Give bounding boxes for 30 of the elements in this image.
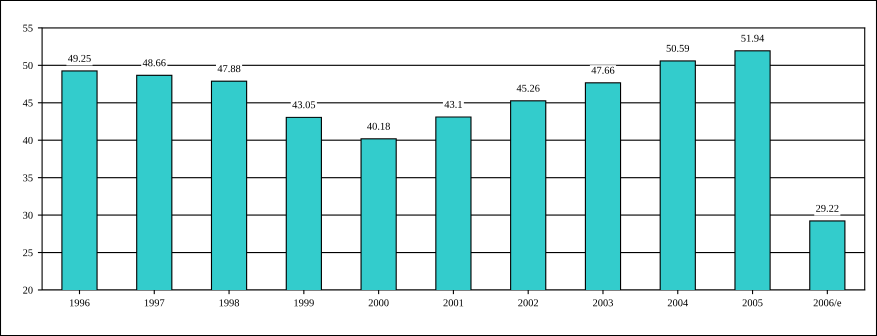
x-tick-label: 2001 bbox=[443, 299, 464, 306]
y-tick-label: 55 bbox=[23, 24, 33, 32]
y-tick-label: 50 bbox=[23, 62, 33, 70]
x-tick-label: 2002 bbox=[518, 299, 538, 306]
data-label: 50.59 bbox=[666, 44, 690, 52]
y-tick-label: 25 bbox=[23, 249, 33, 256]
data-label: 49.25 bbox=[68, 54, 91, 62]
y-tick-label: 35 bbox=[23, 174, 33, 182]
x-tick-label: 2003 bbox=[593, 299, 613, 306]
y-tick-label: 30 bbox=[23, 212, 33, 219]
x-tick-label: 1997 bbox=[144, 299, 164, 306]
data-label: 43.1 bbox=[444, 100, 462, 108]
data-label: 47.66 bbox=[591, 66, 614, 74]
x-tick-label: 2005 bbox=[742, 299, 763, 306]
x-tick-label: 2004 bbox=[668, 299, 688, 306]
x-tick-label: 1998 bbox=[220, 299, 240, 306]
x-tick-label: 1999 bbox=[294, 299, 314, 306]
y-tick-label: 40 bbox=[22, 136, 33, 144]
y-tick-label: 45 bbox=[22, 100, 33, 106]
data-label: 48.66 bbox=[142, 59, 166, 66]
data-label: 29.22 bbox=[816, 204, 838, 212]
data-label: 43.05 bbox=[292, 101, 316, 108]
data-label: 47.88 bbox=[218, 65, 240, 72]
data-label: 45.26 bbox=[516, 84, 540, 92]
data-label: 51.94 bbox=[741, 34, 764, 42]
y-tick-label: 20 bbox=[23, 286, 33, 294]
x-tick-label: 2000 bbox=[368, 299, 389, 306]
data-label: 40.18 bbox=[367, 122, 390, 130]
x-tick-label: 2006/e bbox=[814, 299, 842, 306]
x-tick-label: 1996 bbox=[70, 299, 90, 306]
